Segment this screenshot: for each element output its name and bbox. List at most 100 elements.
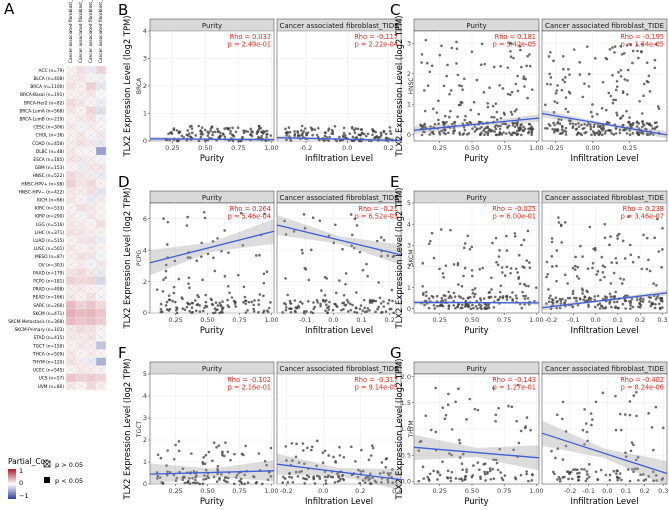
data-point	[607, 91, 611, 95]
data-point	[440, 296, 444, 300]
heatmap-cell	[85, 316, 97, 326]
data-point	[589, 412, 593, 415]
data-point	[185, 305, 189, 309]
data-point	[323, 294, 327, 297]
x-tick-label: 0.25	[433, 487, 447, 495]
data-point	[283, 301, 286, 305]
data-point	[191, 481, 195, 484]
heatmap-cross-mark	[77, 204, 85, 211]
data-point	[287, 126, 291, 129]
data-point	[516, 132, 520, 136]
data-point	[469, 108, 473, 112]
p-value-label: p = 6.00e-01	[493, 213, 536, 221]
data-point	[223, 127, 226, 131]
data-point	[498, 132, 502, 136]
heatmap-row-label: UCS (n=57)	[39, 376, 65, 382]
data-point	[596, 478, 600, 481]
data-point	[165, 473, 169, 477]
colorbar-tick-label: −1	[19, 492, 29, 500]
data-point	[577, 479, 580, 482]
data-point	[293, 299, 297, 302]
y-tick-label: 1	[407, 101, 411, 109]
data-point	[648, 269, 652, 273]
data-point	[497, 255, 501, 258]
data-point	[594, 246, 597, 250]
data-point	[456, 305, 459, 308]
data-point	[653, 236, 656, 240]
data-point	[505, 265, 509, 269]
rho-label: Rho = 0.181	[495, 33, 536, 41]
x-tick-label: 0.2	[385, 316, 395, 324]
data-point	[501, 122, 505, 125]
data-point	[348, 132, 352, 135]
data-point	[202, 309, 205, 313]
data-point	[483, 307, 486, 310]
data-point	[575, 299, 578, 303]
heatmap-cross-mark	[97, 301, 105, 308]
heatmap-cross-mark	[87, 277, 95, 284]
data-point	[229, 129, 232, 133]
data-point	[316, 301, 320, 304]
heatmap-cross-mark	[87, 172, 95, 179]
data-point	[323, 275, 327, 279]
heatmap-cross-mark	[67, 229, 75, 236]
data-point	[488, 467, 492, 470]
data-point	[427, 306, 431, 310]
data-point	[254, 481, 258, 485]
data-point	[222, 133, 225, 136]
data-point	[379, 236, 383, 239]
data-point	[365, 262, 368, 266]
data-point	[655, 284, 658, 287]
x-tick-label: 0.50	[465, 487, 479, 495]
data-point	[519, 48, 522, 52]
data-point	[556, 447, 560, 450]
strip-label: Cancer associated fibroblast_TIDE	[545, 22, 664, 30]
data-point	[527, 130, 531, 134]
data-point	[463, 266, 467, 270]
heatmap-row-label: LUAD (n=515)	[33, 238, 64, 244]
data-point	[608, 243, 611, 247]
data-point	[480, 125, 483, 129]
data-point	[234, 476, 238, 479]
data-point	[446, 63, 449, 67]
data-point	[456, 263, 460, 267]
data-point	[445, 74, 449, 78]
data-point	[450, 296, 453, 299]
data-point	[435, 294, 439, 298]
heatmap-cross-mark	[67, 366, 75, 373]
heatmap-cross-mark	[97, 366, 105, 373]
data-point	[585, 470, 589, 473]
p-value-label: p = 1.34e-05	[621, 41, 664, 49]
data-point	[628, 400, 632, 403]
data-point	[447, 296, 451, 299]
x-tick-label: 0.75	[231, 144, 245, 152]
data-point	[637, 127, 641, 130]
data-point	[209, 129, 212, 133]
data-point	[338, 445, 341, 449]
data-point	[604, 56, 608, 60]
data-point	[360, 132, 364, 135]
data-point	[515, 108, 518, 111]
data-point	[583, 122, 586, 126]
data-point	[575, 133, 579, 136]
data-point	[203, 128, 207, 132]
heatmap-cross-mark	[87, 67, 95, 74]
data-point	[621, 302, 625, 306]
data-point	[303, 482, 307, 485]
data-point	[357, 468, 360, 472]
data-point	[450, 122, 454, 126]
regression-line	[276, 137, 402, 142]
data-point	[303, 477, 307, 481]
data-point	[618, 131, 622, 135]
data-point	[614, 290, 617, 294]
data-point	[166, 470, 169, 473]
data-point	[591, 261, 595, 265]
heatmap-cell	[85, 300, 97, 310]
heatmap-cross-mark	[67, 382, 75, 389]
data-point	[342, 293, 346, 297]
data-point	[472, 295, 476, 298]
data-point	[527, 122, 531, 126]
rho-label: Rho = -0.21	[358, 205, 398, 213]
data-point	[457, 295, 461, 298]
